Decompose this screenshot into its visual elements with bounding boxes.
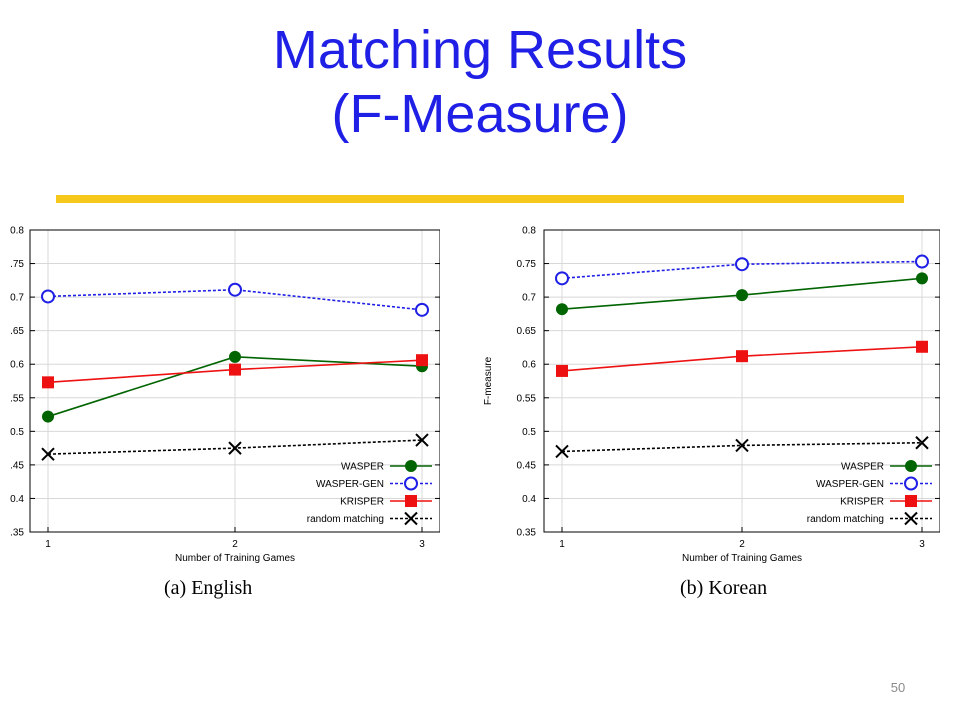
legend-label: KRISPER xyxy=(340,497,384,508)
y-tick-label: 0.7 xyxy=(10,293,24,304)
data-point xyxy=(229,350,241,363)
y-tick-label: 0.6 xyxy=(522,360,536,371)
y-axis-label: F-measure xyxy=(483,356,494,405)
x-tick-label: 3 xyxy=(419,539,425,550)
series-krisper xyxy=(556,340,928,377)
plot-frame xyxy=(29,229,440,533)
data-point xyxy=(915,436,929,450)
series-wasper-gen xyxy=(41,282,429,317)
slide-title: Matching Results (F-Measure) xyxy=(0,18,960,146)
series-krisper xyxy=(42,354,428,389)
legend-label: WASPER xyxy=(841,462,884,473)
legend-label: random matching xyxy=(807,514,884,525)
data-point xyxy=(228,441,242,455)
data-point xyxy=(915,254,929,269)
legend-marker xyxy=(905,495,917,507)
y-tick-label: 0.5 xyxy=(522,427,536,438)
y-tick-label: 0.65 xyxy=(517,326,537,337)
x-axis-label: Number of Training Games xyxy=(682,553,802,564)
y-tick-label: 0.45 xyxy=(517,460,537,471)
legend-label: WASPER-GEN xyxy=(816,479,884,490)
data-point xyxy=(229,363,241,376)
title-underline xyxy=(56,195,904,203)
legend-marker xyxy=(905,460,917,472)
y-tick-label: .65 xyxy=(10,326,24,337)
page-number: 50 xyxy=(890,680,906,695)
legend: WASPER WASPER-GEN KRISPER random matching xyxy=(307,460,432,526)
data-point xyxy=(736,350,748,363)
x-tick-label: 2 xyxy=(232,539,238,550)
data-point xyxy=(42,376,54,389)
data-point xyxy=(735,257,749,272)
y-tick-label: 0.8 xyxy=(10,226,24,237)
data-point xyxy=(415,433,429,447)
slide-title-line1: Matching Results xyxy=(272,20,688,80)
english-chart: 0.8 .75 0.7 .65 0.6 .55 0.5 .45 0.4 .35 1 2 3 Number … xyxy=(10,226,440,564)
series-random-matching xyxy=(41,433,429,461)
data-point xyxy=(735,438,749,453)
data-point xyxy=(416,354,428,367)
korean-caption: (b) Korean xyxy=(680,577,768,599)
x-tick-label: 3 xyxy=(919,539,925,550)
plot-frame xyxy=(543,229,940,533)
data-point xyxy=(555,271,569,286)
legend-label: KRISPER xyxy=(840,497,884,508)
data-point xyxy=(736,289,748,302)
legend-marker xyxy=(904,476,918,491)
data-point xyxy=(556,364,568,377)
legend-marker xyxy=(904,511,918,526)
data-point xyxy=(916,340,928,353)
legend-marker xyxy=(404,511,418,526)
data-point xyxy=(42,410,54,423)
x-tick-label: 1 xyxy=(45,539,51,550)
y-tick-label: 0.7 xyxy=(522,293,536,304)
data-point xyxy=(228,282,242,297)
series-wasper-gen xyxy=(555,254,929,286)
y-tick-label: .55 xyxy=(10,393,24,404)
y-tick-label: 0.4 xyxy=(522,494,536,505)
legend-marker xyxy=(405,460,417,472)
legend-label: random matching xyxy=(307,514,384,525)
y-tick-label: 0.4 xyxy=(10,494,24,505)
y-tick-label: 0.8 xyxy=(522,226,536,237)
slide-title-line2: (F-Measure) xyxy=(331,84,629,144)
y-tick-label: 0.55 xyxy=(517,393,537,404)
x-axis-label: Number of Training Games xyxy=(175,553,295,564)
series-wasper xyxy=(556,272,928,316)
data-point xyxy=(555,444,569,459)
y-tick-label: 0.5 xyxy=(10,427,24,438)
x-tick-label: 2 xyxy=(739,539,745,550)
x-tick-label: 1 xyxy=(559,539,565,550)
series-random-matching xyxy=(555,436,929,459)
y-tick-label: 0.6 xyxy=(10,360,24,371)
y-tick-label: 0.35 xyxy=(517,528,537,539)
legend-marker xyxy=(404,476,418,491)
y-tick-label: .75 xyxy=(10,259,24,270)
y-tick-label: .45 xyxy=(10,460,24,471)
data-point xyxy=(415,302,429,317)
legend-label: WASPER xyxy=(341,462,384,473)
legend: WASPER WASPER-GEN KRISPER random matching xyxy=(807,460,932,526)
legend-label: WASPER-GEN xyxy=(316,479,384,490)
english-caption: (a) English xyxy=(164,577,253,599)
data-point xyxy=(41,447,55,461)
data-point xyxy=(556,303,568,316)
korean-chart: 0.8 0.75 0.7 0.65 0.6 0.55 0.5 0.45 0.4 0.35 1 2 3 Nu… xyxy=(483,226,940,564)
y-tick-label: 0.75 xyxy=(517,259,537,270)
y-tick-label: .35 xyxy=(10,528,24,539)
legend-marker xyxy=(405,495,417,507)
data-point xyxy=(916,272,928,285)
data-point xyxy=(41,289,55,304)
